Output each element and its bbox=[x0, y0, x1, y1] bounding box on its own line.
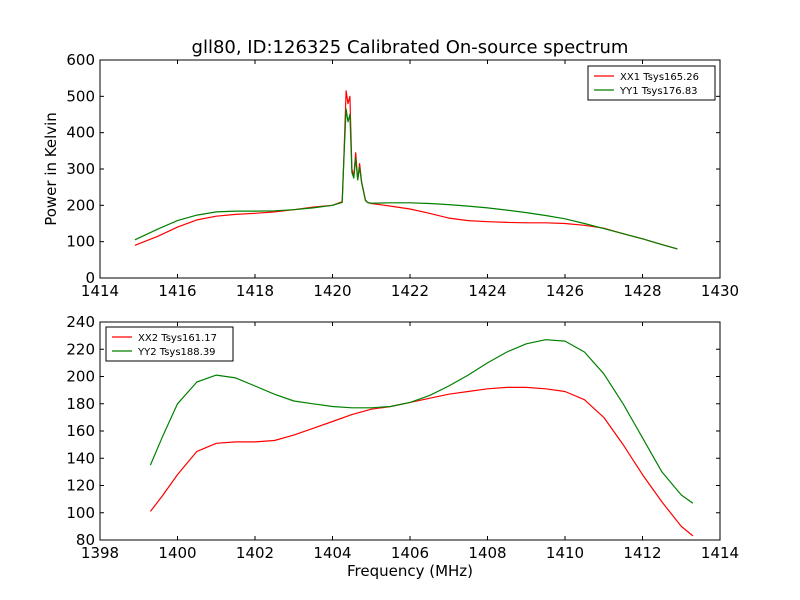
x-tick-label: 1414 bbox=[701, 544, 739, 562]
y-axis-label: Power in Kelvin bbox=[42, 112, 60, 226]
y-tick-label: 200 bbox=[66, 196, 95, 214]
x-tick-label: 1412 bbox=[623, 544, 661, 562]
y-tick-label: 220 bbox=[66, 340, 95, 358]
x-tick-label: 1426 bbox=[546, 282, 584, 300]
x-tick-label: 1416 bbox=[158, 282, 196, 300]
legend: XX2 Tsys161.17 YY2 Tsys188.39 bbox=[105, 326, 234, 362]
y-tick-label: 600 bbox=[66, 51, 95, 69]
legend-label: XX1 Tsys165.26 bbox=[620, 72, 699, 83]
y-tick-label: 200 bbox=[66, 368, 95, 386]
x-axis-label: Frequency (MHz) bbox=[347, 562, 473, 580]
y-tick-label: 400 bbox=[66, 124, 95, 142]
legend-box bbox=[105, 326, 234, 362]
legend-label: YY2 Tsys188.39 bbox=[137, 347, 216, 358]
y-tick-label: 120 bbox=[66, 477, 95, 495]
x-tick-label: 1418 bbox=[236, 282, 274, 300]
bottom-plot: 1398 1400 1402 1404 1406 1408 1410 1412 1414 80 10… bbox=[66, 313, 739, 580]
series-line-bottom-1 bbox=[149, 339, 694, 504]
y-tick-label: 100 bbox=[66, 504, 95, 522]
legend: XX1 Tsys165.26 YY1 Tsys176.83 bbox=[587, 65, 716, 101]
series-line-top-1 bbox=[134, 108, 678, 250]
y-tick-label: 140 bbox=[66, 449, 95, 467]
legend-label: YY1 Tsys176.83 bbox=[619, 86, 698, 97]
figure-title: gll80, ID:126325 Calibrated On-source sp… bbox=[192, 37, 629, 58]
y-tick-label: 180 bbox=[66, 395, 95, 413]
x-tick-label: 1424 bbox=[468, 282, 506, 300]
x-tick-label: 1430 bbox=[701, 282, 739, 300]
x-tick-label: 1408 bbox=[468, 544, 506, 562]
x-tick-label: 1406 bbox=[391, 544, 429, 562]
x-tick-label: 1400 bbox=[158, 544, 196, 562]
y-tick-label: 100 bbox=[66, 233, 95, 251]
y-tick-label: 160 bbox=[66, 422, 95, 440]
y-tick-label: 80 bbox=[76, 531, 95, 549]
x-tick-label: 1422 bbox=[391, 282, 429, 300]
y-tick-label: 500 bbox=[66, 87, 95, 105]
x-tick-label: 1428 bbox=[623, 282, 661, 300]
y-tick-label: 300 bbox=[66, 160, 95, 178]
x-tick-label: 1398 bbox=[81, 544, 119, 562]
x-tick-label: 1402 bbox=[236, 544, 274, 562]
legend-box bbox=[587, 65, 716, 101]
x-tick-label: 1404 bbox=[313, 544, 351, 562]
legend-label: XX2 Tsys161.17 bbox=[138, 333, 217, 344]
top-plot: 1414 1416 1418 1420 1422 1424 1426 1428 1430 0 100… bbox=[42, 51, 739, 300]
x-tick-label: 1420 bbox=[313, 282, 351, 300]
x-tick-label: 1414 bbox=[81, 282, 119, 300]
y-tick-label: 0 bbox=[85, 269, 95, 287]
x-tick-label: 1410 bbox=[546, 544, 584, 562]
series-line-bottom-0 bbox=[149, 386, 694, 537]
y-tick-label: 240 bbox=[66, 313, 95, 331]
